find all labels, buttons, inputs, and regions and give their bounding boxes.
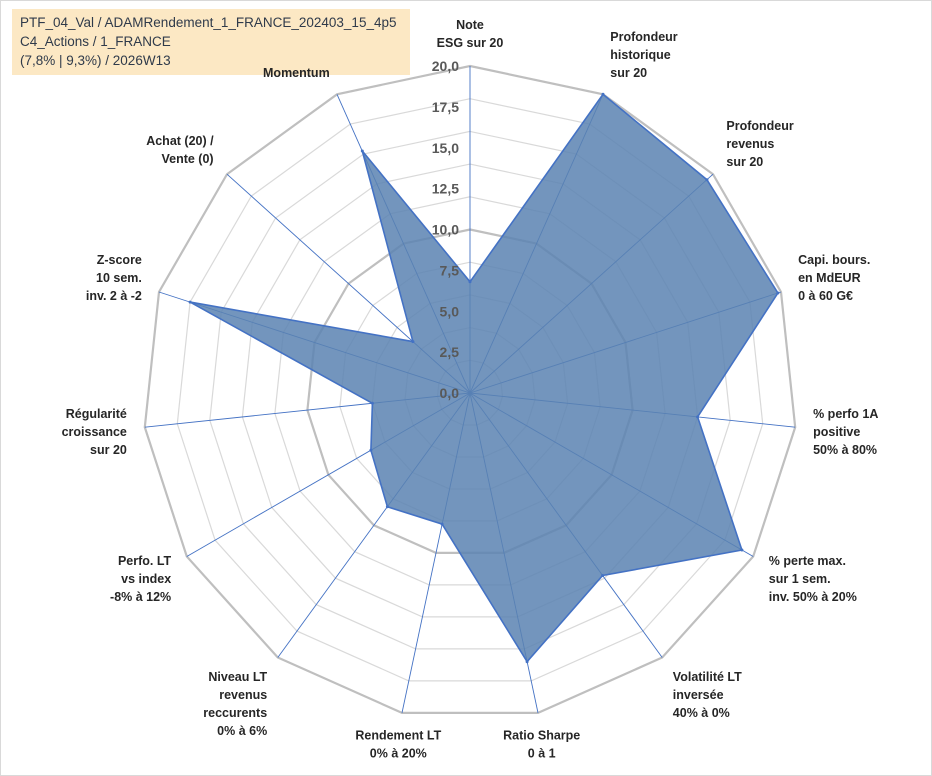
data-point bbox=[411, 340, 415, 344]
axis-label: 10 sem. bbox=[96, 271, 142, 285]
axis-label: inv. 50% à 20% bbox=[769, 590, 857, 604]
data-point bbox=[370, 401, 374, 405]
r-tick-label: 0,0 bbox=[440, 385, 460, 401]
data-point bbox=[601, 92, 605, 96]
r-tick-label: 5,0 bbox=[440, 303, 460, 319]
axis-label: Profondeur bbox=[726, 119, 793, 133]
data-point bbox=[776, 291, 780, 295]
axis-label: historique bbox=[610, 48, 670, 62]
r-tick-label: 7,5 bbox=[440, 262, 460, 278]
data-point bbox=[468, 280, 472, 284]
axis-label: croissance bbox=[62, 425, 127, 439]
axis-label: sur 20 bbox=[90, 443, 127, 457]
axis-label: reccurents bbox=[203, 706, 267, 720]
axis-label: inversée bbox=[673, 688, 724, 702]
axis-label: sur 20 bbox=[726, 155, 763, 169]
data-point bbox=[369, 448, 373, 452]
r-tick-label: 20,0 bbox=[432, 58, 459, 74]
data-point bbox=[360, 149, 364, 153]
axis-label: Perfo. LT bbox=[118, 554, 172, 568]
r-tick-label: 15,0 bbox=[432, 140, 459, 156]
axis-label: Ratio Sharpe bbox=[503, 729, 580, 743]
axis-label: 0% à 20% bbox=[370, 747, 427, 761]
grid-ring bbox=[143, 64, 797, 715]
axis-label: Achat (20) / bbox=[146, 134, 214, 148]
info-line-category: C4_Actions / 1_FRANCE bbox=[20, 34, 171, 49]
axis-label: Niveau LT bbox=[208, 670, 267, 684]
axis-label: en MdEUR bbox=[798, 271, 861, 285]
axis-label: Note bbox=[456, 18, 484, 32]
axis-label: Vente (0) bbox=[161, 152, 213, 166]
r-tick-label: 17,5 bbox=[432, 99, 459, 115]
axis-label: Capi. bours. bbox=[798, 253, 870, 267]
data-point bbox=[525, 660, 529, 664]
data-point bbox=[440, 522, 444, 526]
axis-label: vs index bbox=[121, 572, 171, 586]
axis-label: positive bbox=[813, 425, 860, 439]
axis-label: Volatilité LT bbox=[673, 670, 742, 684]
axis-label: sur 20 bbox=[610, 66, 647, 80]
data-point bbox=[696, 415, 700, 419]
axis-label: Rendement LT bbox=[355, 729, 441, 743]
series-area bbox=[189, 93, 779, 664]
axis-label: 0% à 6% bbox=[217, 724, 267, 738]
axis-label: % perfo 1A bbox=[813, 407, 878, 421]
data-point bbox=[601, 574, 605, 577]
data-point bbox=[740, 548, 744, 552]
axis-label: 0 à 60 G€ bbox=[798, 289, 853, 303]
info-line-stats: (7,8% | 9,3%) / 2026W13 bbox=[20, 53, 171, 68]
axis-label: sur 1 sem. bbox=[769, 572, 831, 586]
radar-tick-labels: 0,0 2,5 5,0 7,5 10,0 12,5 15,0 17,5 20,0 bbox=[432, 58, 459, 401]
r-tick-label: 10,0 bbox=[432, 222, 459, 238]
axis-label: Momentum bbox=[263, 66, 330, 80]
radar-series bbox=[188, 92, 780, 664]
axis-label: -8% à 12% bbox=[110, 590, 171, 604]
r-tick-label: 12,5 bbox=[432, 181, 459, 197]
data-point bbox=[385, 505, 389, 509]
axis-label: ESG sur 20 bbox=[437, 36, 504, 50]
axis-label: 50% à 80% bbox=[813, 443, 877, 457]
radar-axis-labels: Note ESG sur 20 Profondeur historique sur 20… bbox=[62, 18, 879, 761]
axis-label: Régularité bbox=[66, 407, 127, 421]
axis-label: 40% à 0% bbox=[673, 706, 730, 720]
data-point bbox=[188, 300, 192, 304]
data-point bbox=[705, 178, 709, 182]
axis-label: 0 à 1 bbox=[528, 747, 556, 761]
r-tick-label: 2,5 bbox=[440, 344, 460, 360]
axis-label: revenus bbox=[726, 137, 774, 151]
info-line-portfolio: PTF_04_Val / ADAMRendement_1_FRANCE_2024… bbox=[20, 15, 397, 30]
portfolio-info-box: PTF_04_Val / ADAMRendement_1_FRANCE_2024… bbox=[12, 9, 410, 75]
axis-label: Profondeur bbox=[610, 30, 677, 44]
axis-label: revenus bbox=[219, 688, 267, 702]
axis-label: % perte max. bbox=[769, 554, 846, 568]
axis-label: Z-score bbox=[97, 253, 142, 267]
axis-label: inv. 2 à -2 bbox=[86, 289, 142, 303]
